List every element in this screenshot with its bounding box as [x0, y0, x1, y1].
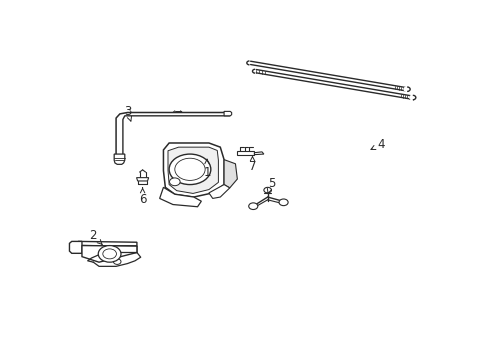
Polygon shape [78, 246, 137, 253]
Polygon shape [114, 154, 124, 164]
Circle shape [169, 154, 210, 185]
Ellipse shape [403, 87, 409, 91]
Text: 6: 6 [139, 188, 146, 206]
Polygon shape [78, 242, 137, 246]
Polygon shape [254, 152, 264, 155]
Text: 2: 2 [89, 229, 102, 244]
Ellipse shape [409, 95, 415, 100]
Polygon shape [224, 111, 231, 116]
Circle shape [248, 203, 257, 210]
Polygon shape [82, 246, 137, 262]
Polygon shape [224, 159, 237, 188]
Polygon shape [168, 147, 218, 193]
Text: 4: 4 [370, 138, 385, 151]
Polygon shape [69, 242, 82, 253]
Text: 5: 5 [267, 177, 275, 193]
Text: 7: 7 [248, 157, 256, 173]
Polygon shape [237, 151, 254, 156]
Polygon shape [159, 187, 201, 207]
Polygon shape [136, 177, 148, 181]
Circle shape [279, 199, 287, 206]
Text: 1: 1 [203, 159, 210, 179]
Text: 3: 3 [123, 105, 131, 121]
Polygon shape [208, 185, 229, 198]
Circle shape [264, 187, 271, 193]
Polygon shape [163, 143, 224, 197]
Circle shape [169, 178, 180, 186]
Circle shape [98, 246, 121, 262]
